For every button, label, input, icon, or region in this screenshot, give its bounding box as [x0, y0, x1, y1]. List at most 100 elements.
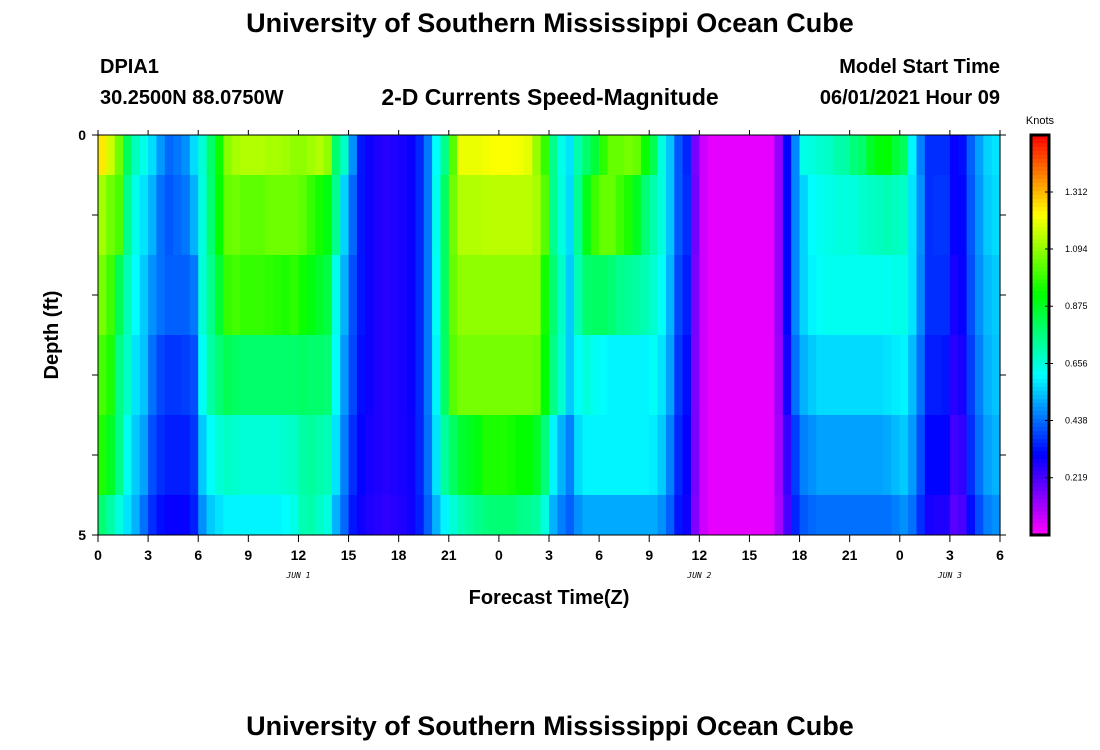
heatmap-cell [273, 495, 283, 535]
heatmap-cell [991, 255, 1001, 335]
heatmap-cell [206, 175, 216, 255]
heatmap-cell [206, 415, 216, 495]
heatmap-cell [139, 255, 149, 335]
heatmap-cell [323, 495, 333, 535]
heatmap-cell [156, 135, 166, 175]
colorbar-step [1031, 427, 1049, 432]
colorbar-step [1031, 499, 1049, 504]
heatmap-cell [816, 335, 826, 415]
colorbar-step [1031, 463, 1049, 468]
colorbar-step [1031, 331, 1049, 336]
heatmap-cell [991, 335, 1001, 415]
heatmap-cell [482, 335, 492, 415]
colorbar-step [1031, 411, 1049, 416]
heatmap-cell [565, 495, 575, 535]
heatmap-cell [649, 415, 659, 495]
colorbar-step [1031, 175, 1049, 180]
heatmap-cell [423, 135, 433, 175]
heatmap-cell [281, 415, 291, 495]
heatmap-cell [98, 255, 107, 335]
colorbar-step [1031, 527, 1049, 532]
heatmap-cell [473, 175, 483, 255]
heatmap-cell [390, 135, 400, 175]
heatmap-cell [665, 175, 675, 255]
heatmap-cell [348, 415, 358, 495]
heatmap-cell [741, 135, 751, 175]
date-label: JUN 2 [686, 571, 711, 580]
heatmap-cell [373, 255, 383, 335]
station-id: DPIA1 [100, 56, 159, 78]
colorbar-step [1031, 263, 1049, 268]
heatmap-cell [899, 335, 909, 415]
heatmap-cell [590, 135, 600, 175]
colorbar-step [1031, 423, 1049, 428]
heatmap-cell [440, 495, 450, 535]
heatmap-cell [590, 335, 600, 415]
heatmap-cell [239, 255, 249, 335]
heatmap-cells [98, 135, 1001, 535]
heatmap-cell [916, 335, 926, 415]
heatmap-cell [398, 495, 408, 535]
heatmap-cell [139, 335, 149, 415]
heatmap-cell [958, 175, 968, 255]
heatmap-cell [407, 135, 416, 175]
heatmap-cell [423, 495, 433, 535]
heatmap-cell [398, 175, 408, 255]
heatmap-cell [916, 135, 926, 175]
heatmap-cell [340, 175, 350, 255]
colorbar-step [1031, 295, 1049, 300]
heatmap-cell [832, 415, 842, 495]
heatmap-cell [281, 495, 291, 535]
colorbar-step [1031, 255, 1049, 260]
heatmap-cell [615, 335, 625, 415]
heatmap-cell [482, 415, 492, 495]
heatmap-cell [599, 175, 609, 255]
heatmap-cell [398, 335, 408, 415]
heatmap-cell [440, 175, 450, 255]
colorbar-step [1031, 183, 1049, 188]
heatmap-cell [156, 335, 166, 415]
heatmap-cell [841, 335, 851, 415]
heatmap-cell [164, 335, 174, 415]
heatmap-cell [557, 135, 567, 175]
heatmap-cell [281, 335, 291, 415]
heatmap-cell [908, 255, 918, 335]
heatmap-cell [724, 135, 734, 175]
colorbar-step [1031, 531, 1049, 536]
colorbar-step [1031, 519, 1049, 524]
heatmap-cell [114, 255, 124, 335]
heatmap-cell [465, 415, 475, 495]
heatmap-cell [682, 255, 692, 335]
heatmap-cell [607, 135, 617, 175]
colorbar-step [1031, 327, 1049, 332]
heatmap-cell [98, 135, 107, 175]
heatmap-cell [883, 415, 893, 495]
heatmap-cell [498, 255, 508, 335]
heatmap-cell [114, 335, 124, 415]
heatmap-cell [214, 255, 224, 335]
heatmap-cell [699, 495, 709, 535]
heatmap-cell [549, 175, 558, 255]
heatmap-cell [106, 415, 116, 495]
colorbar-step [1031, 151, 1049, 156]
x-tick-label: 6 [595, 547, 603, 563]
heatmap-cell [899, 495, 909, 535]
heatmap-cell [298, 415, 308, 495]
heatmap-cell [949, 415, 959, 495]
heatmap-cell [741, 335, 751, 415]
heatmap-cell [515, 335, 525, 415]
colorbar-step [1031, 219, 1049, 224]
heatmap-cell [983, 335, 993, 415]
heatmap-cell [665, 255, 675, 335]
heatmap-cell [423, 175, 433, 255]
heatmap-cell [507, 135, 517, 175]
x-tick-label: 21 [441, 547, 457, 563]
heatmap-cell [991, 135, 1001, 175]
heatmap-cell [582, 495, 592, 535]
heatmap-cell [991, 415, 1001, 495]
x-tick-label: 3 [946, 547, 954, 563]
heatmap-cell [273, 175, 283, 255]
heatmap-cell [799, 495, 809, 535]
heatmap-cell [340, 415, 350, 495]
colorbar-step [1031, 455, 1049, 460]
